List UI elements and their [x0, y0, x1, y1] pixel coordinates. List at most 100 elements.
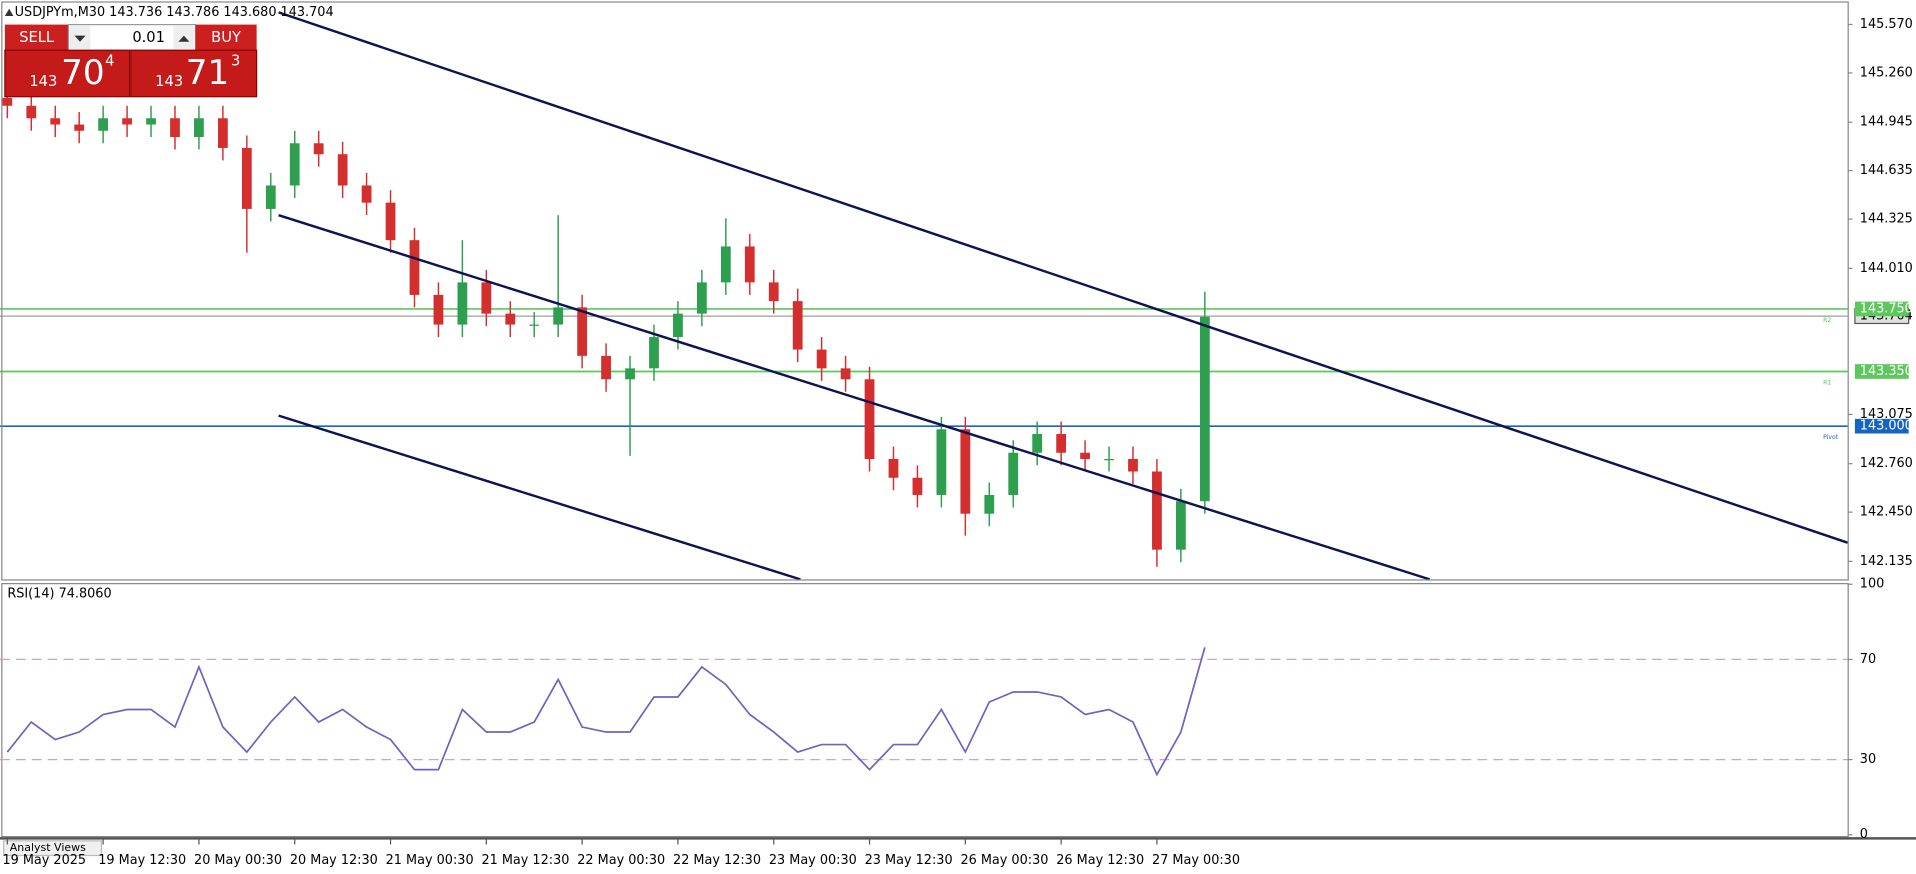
x-tick-label: 21 May 12:30 [481, 853, 569, 868]
y-tick-label: 0 [1860, 827, 1868, 842]
sell-button[interactable] [4, 24, 69, 51]
rsi-line [6, 647, 1206, 777]
lot-up-arrow [178, 35, 190, 42]
candle-body [984, 494, 995, 514]
x-tick-label: 22 May 00:30 [577, 853, 665, 868]
candle-body [840, 368, 851, 380]
candle-body [792, 301, 803, 350]
x-tick-label: 23 May 00:30 [769, 853, 857, 868]
y-tick-label: 144.635 [1860, 163, 1913, 178]
trend-line [278, 414, 801, 581]
candle-body [744, 246, 755, 283]
candle-body [241, 147, 252, 209]
candle-body [385, 202, 396, 241]
x-tick-label: 20 May 00:30 [194, 853, 282, 868]
level-name: Pivot [1823, 434, 1839, 441]
candle-body [98, 118, 109, 131]
candle-body [601, 355, 611, 380]
level-name: R2 [1823, 317, 1831, 324]
y-tick-label: 142.450 [1860, 505, 1913, 520]
candle-body [433, 294, 444, 325]
candle-body [146, 118, 156, 125]
sell-price-box[interactable] [4, 49, 131, 98]
y-tick-label: 142.760 [1860, 456, 1913, 471]
sell-price-suffix: 4 [105, 52, 114, 69]
candle-body [577, 307, 588, 356]
collapse-arrow[interactable] [4, 8, 14, 17]
candle-body [1152, 471, 1162, 550]
y-tick-label: 100 [1860, 577, 1885, 592]
buy-price-main: 71 [186, 53, 230, 93]
candle-body [26, 105, 37, 119]
candle-body [265, 185, 276, 209]
candle-body [481, 282, 492, 314]
candle-body [122, 118, 132, 125]
trend-line [278, 11, 1848, 544]
candle-body [864, 379, 875, 460]
sell-label: SELL [19, 29, 55, 46]
candle-body [553, 307, 564, 325]
candle-body [217, 118, 228, 148]
analyst-views-tab[interactable] [3, 840, 103, 857]
candle-body [625, 368, 635, 380]
candle-body [888, 459, 899, 478]
candle-body [289, 143, 300, 186]
candle-body [194, 118, 204, 138]
x-tick-label: 26 May 12:30 [1056, 853, 1144, 868]
candle-body [673, 313, 683, 338]
x-tick-label: 20 May 12:30 [290, 853, 378, 868]
level-label-box [1854, 301, 1909, 317]
candle-body [936, 429, 947, 495]
candle-body [2, 97, 13, 106]
level-label: 143.000 [1860, 419, 1913, 434]
analyst-views-label: Analyst Views [10, 841, 86, 854]
buy-price-box[interactable] [130, 49, 258, 98]
symbol-header: USDJPYm,M30 143.736 143.786 143.680 143.… [15, 5, 334, 20]
candle-body [457, 282, 468, 325]
x-tick-label: 23 May 12:30 [865, 853, 953, 868]
y-tick-label: 144.010 [1860, 261, 1913, 276]
lot-down-arrow [74, 35, 86, 42]
candle-body [1104, 459, 1114, 461]
x-tick-label: 27 May 00:30 [1152, 853, 1240, 868]
buy-label: BUY [211, 29, 241, 46]
main-frame [1, 1, 1849, 581]
candle-body [1199, 316, 1210, 502]
rsi-title: RSI(14) 74.8060 [7, 587, 111, 602]
candle-body [505, 313, 516, 325]
plot-area [0, 85, 1848, 567]
buy-button[interactable] [195, 24, 257, 51]
level-label: 143.350 [1860, 364, 1913, 379]
y-tick-label: 145.260 [1860, 65, 1913, 80]
candle-body [768, 282, 779, 302]
x-tick-label: 26 May 00:30 [960, 853, 1048, 868]
y-tick-label: 144.945 [1860, 115, 1913, 130]
candle-body [960, 429, 971, 514]
candle-body [1032, 433, 1043, 453]
level-label: 143.750 [1860, 301, 1913, 316]
candle-body [696, 282, 707, 314]
candle-body [1128, 459, 1138, 472]
y-tick-label: 30 [1860, 752, 1876, 767]
y-tick-label: 145.570 [1860, 17, 1913, 32]
candle-body [170, 118, 180, 138]
candle-body [816, 349, 827, 369]
candle-body [337, 154, 348, 186]
candle-body [74, 124, 85, 131]
sell-price-main: 70 [61, 53, 105, 93]
lot-value: 0.01 [132, 29, 165, 46]
level-name: R1 [1823, 379, 1831, 386]
candle-body [1080, 452, 1090, 460]
candle-body [50, 118, 61, 125]
buy-price-prefix: 143 [155, 73, 183, 90]
candle-body [529, 324, 540, 326]
candle-body [720, 246, 731, 283]
candle-body [1175, 501, 1186, 550]
level-label-box [1854, 418, 1909, 434]
y-tick-label: 143.075 [1860, 407, 1913, 422]
y-tick-label: 144.325 [1860, 212, 1913, 227]
candle-body [409, 240, 420, 295]
x-tick-label: 19 May 12:30 [98, 853, 186, 868]
